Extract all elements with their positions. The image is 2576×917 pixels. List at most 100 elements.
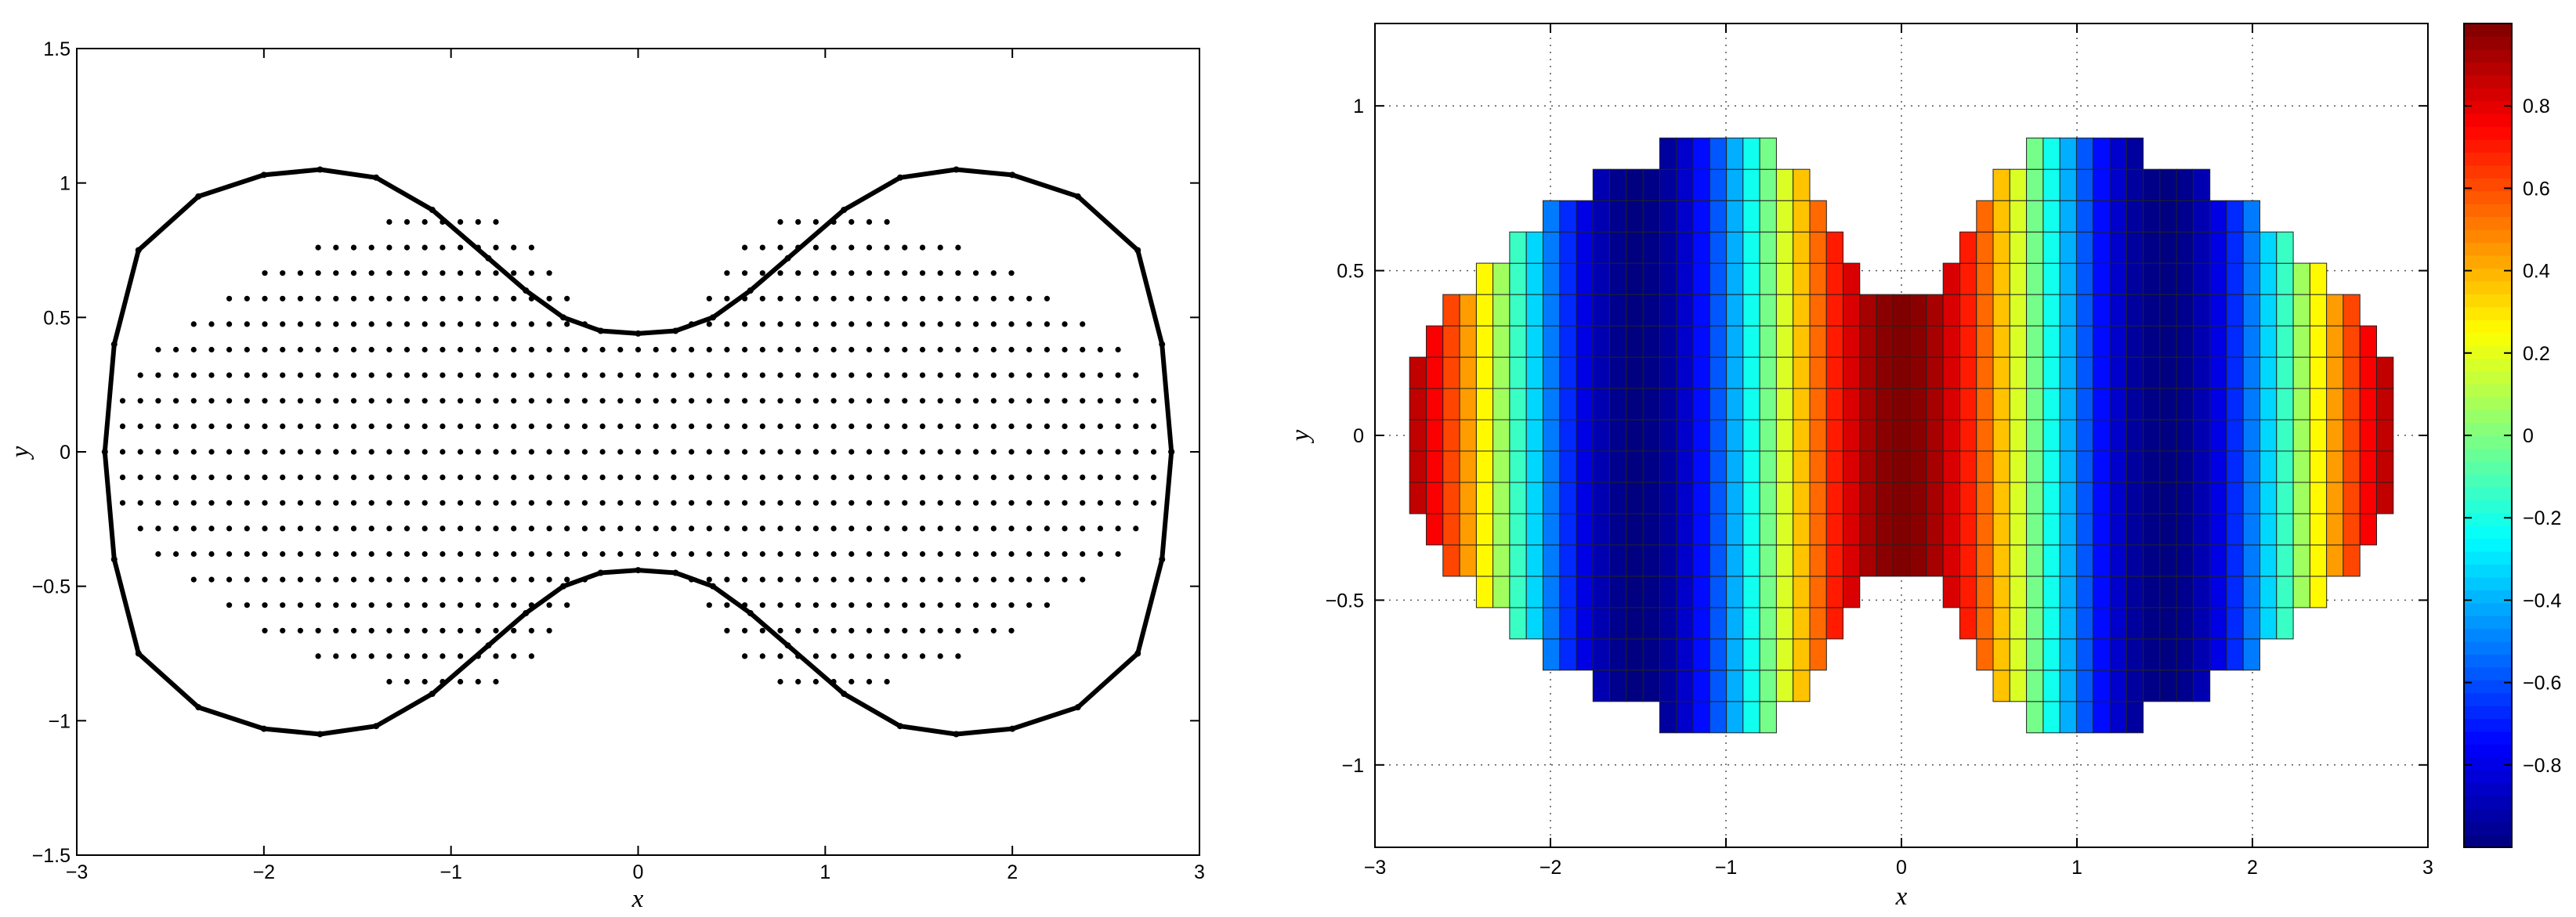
right-heatmap-cell <box>1676 262 1694 295</box>
right-heatmap-cell <box>1609 294 1627 327</box>
left-interior-point <box>458 525 464 532</box>
left-interior-point <box>475 321 481 327</box>
right-heatmap-cell <box>1543 513 1561 546</box>
right-heatmap-cell <box>2176 576 2194 608</box>
left-interior-point <box>280 551 286 558</box>
left-interior-point <box>884 678 890 685</box>
left-interior-point <box>564 449 570 455</box>
right-heatmap-cell <box>1626 607 1644 640</box>
left-interior-point <box>830 372 837 378</box>
colorbar-swatch <box>2464 36 2512 50</box>
left-interior-point <box>333 346 339 353</box>
right-heatmap-cell <box>1859 450 1877 483</box>
left-interior-point <box>350 627 357 634</box>
right-heatmap-cell <box>1775 388 1794 421</box>
left-interior-point <box>1026 346 1033 353</box>
left-interior-point <box>884 423 890 430</box>
right-heatmap-cell <box>1659 168 1677 201</box>
left-interior-point <box>386 576 393 583</box>
right-heatmap-cell <box>1642 294 1660 327</box>
right-heatmap-cell <box>2309 576 2328 608</box>
right-heatmap-cell <box>1992 638 2010 671</box>
right-heatmap-cell <box>1942 262 1960 295</box>
left-interior-point <box>297 525 303 532</box>
right-heatmap-cell <box>2026 450 2044 483</box>
left-interior-point <box>973 627 979 634</box>
right-heatmap-cell <box>1692 450 1710 483</box>
right-heatmap-cell <box>2242 638 2260 671</box>
right-heatmap-cell <box>2309 482 2328 514</box>
left-interior-point <box>564 475 570 481</box>
left-interior-point <box>759 346 765 353</box>
right-heatmap-cell <box>1959 325 1977 358</box>
left-interior-point <box>742 244 748 251</box>
right-heatmap-cell <box>2126 388 2144 421</box>
colorbar-tick-label: −0.2 <box>2523 507 2561 529</box>
left-interior-point <box>830 475 837 481</box>
left-interior-point <box>902 244 908 251</box>
right-heatmap-cell <box>2192 388 2211 421</box>
right-heatmap-cell <box>1825 356 1843 389</box>
right-heatmap-cell <box>1759 450 1777 483</box>
right-heatmap-cell <box>2209 607 2227 640</box>
right-heatmap-cell <box>2042 450 2060 483</box>
left-interior-point <box>599 346 606 353</box>
right-heatmap-cell <box>1609 513 1627 546</box>
right-heatmap-cell <box>2143 231 2161 264</box>
right-heatmap-cell <box>1576 544 1594 577</box>
colorbar-swatch <box>2464 796 2512 810</box>
right-heatmap-cell <box>1959 388 1977 421</box>
left-x-tick-label: 3 <box>1194 861 1205 883</box>
right-heatmap-cell <box>1559 576 1577 608</box>
left-interior-point <box>742 525 748 532</box>
colorbar-swatch <box>2464 164 2512 179</box>
left-interior-point <box>280 449 286 455</box>
left-interior-point <box>955 244 961 251</box>
right-heatmap-cell <box>1726 137 1744 170</box>
left-interior-point <box>1008 602 1015 608</box>
right-heatmap-cell <box>2276 356 2294 389</box>
right-heatmap-cell <box>1976 419 1994 452</box>
right-heatmap-cell <box>1809 607 1827 640</box>
left-interior-point <box>546 500 552 506</box>
left-boundary-vertex <box>429 691 436 697</box>
right-heatmap-cell <box>2059 419 2077 452</box>
left-interior-point <box>190 346 197 353</box>
left-interior-point <box>440 551 446 558</box>
left-interior-point <box>812 475 819 481</box>
right-heatmap-cell <box>1809 576 1827 608</box>
colorbar-swatch <box>2464 448 2512 462</box>
right-heatmap-cell <box>1559 356 1577 389</box>
left-interior-point <box>724 475 730 481</box>
left-interior-point <box>742 627 748 634</box>
right-heatmap-cell <box>1992 513 2010 546</box>
left-interior-point <box>458 653 464 659</box>
right-heatmap-cell <box>1525 482 1543 514</box>
left-interior-point <box>599 398 606 404</box>
right-heatmap-cell <box>1576 607 1594 640</box>
left-interior-point <box>653 398 659 404</box>
right-heatmap-cell <box>2075 544 2094 577</box>
left-interior-point <box>1080 398 1086 404</box>
left-interior-point <box>848 551 855 558</box>
left-interior-point <box>617 398 624 404</box>
right-heatmap-cell <box>1525 325 1543 358</box>
left-interior-point <box>812 218 819 225</box>
left-interior-point <box>1026 321 1033 327</box>
right-heatmap-cell <box>1793 670 1811 702</box>
right-heatmap-cell <box>1825 231 1843 264</box>
left-interior-point <box>937 295 943 301</box>
left-interior-point <box>297 627 303 634</box>
right-heatmap-cell <box>2109 544 2127 577</box>
right-heatmap-cell <box>2242 513 2260 546</box>
right-heatmap-cell <box>1592 638 1611 671</box>
left-interior-point <box>297 398 303 404</box>
colorbar: −0.8−0.6−0.4−0.200.20.40.60.8 <box>2463 23 2561 848</box>
left-interior-point <box>546 475 552 481</box>
left-interior-point <box>440 449 446 455</box>
right-heatmap-cell <box>1809 544 1827 577</box>
left-interior-point <box>635 551 642 558</box>
right-heatmap-cell <box>1742 168 1760 201</box>
left-interior-point <box>955 398 961 404</box>
right-heatmap-cell <box>2159 607 2177 640</box>
